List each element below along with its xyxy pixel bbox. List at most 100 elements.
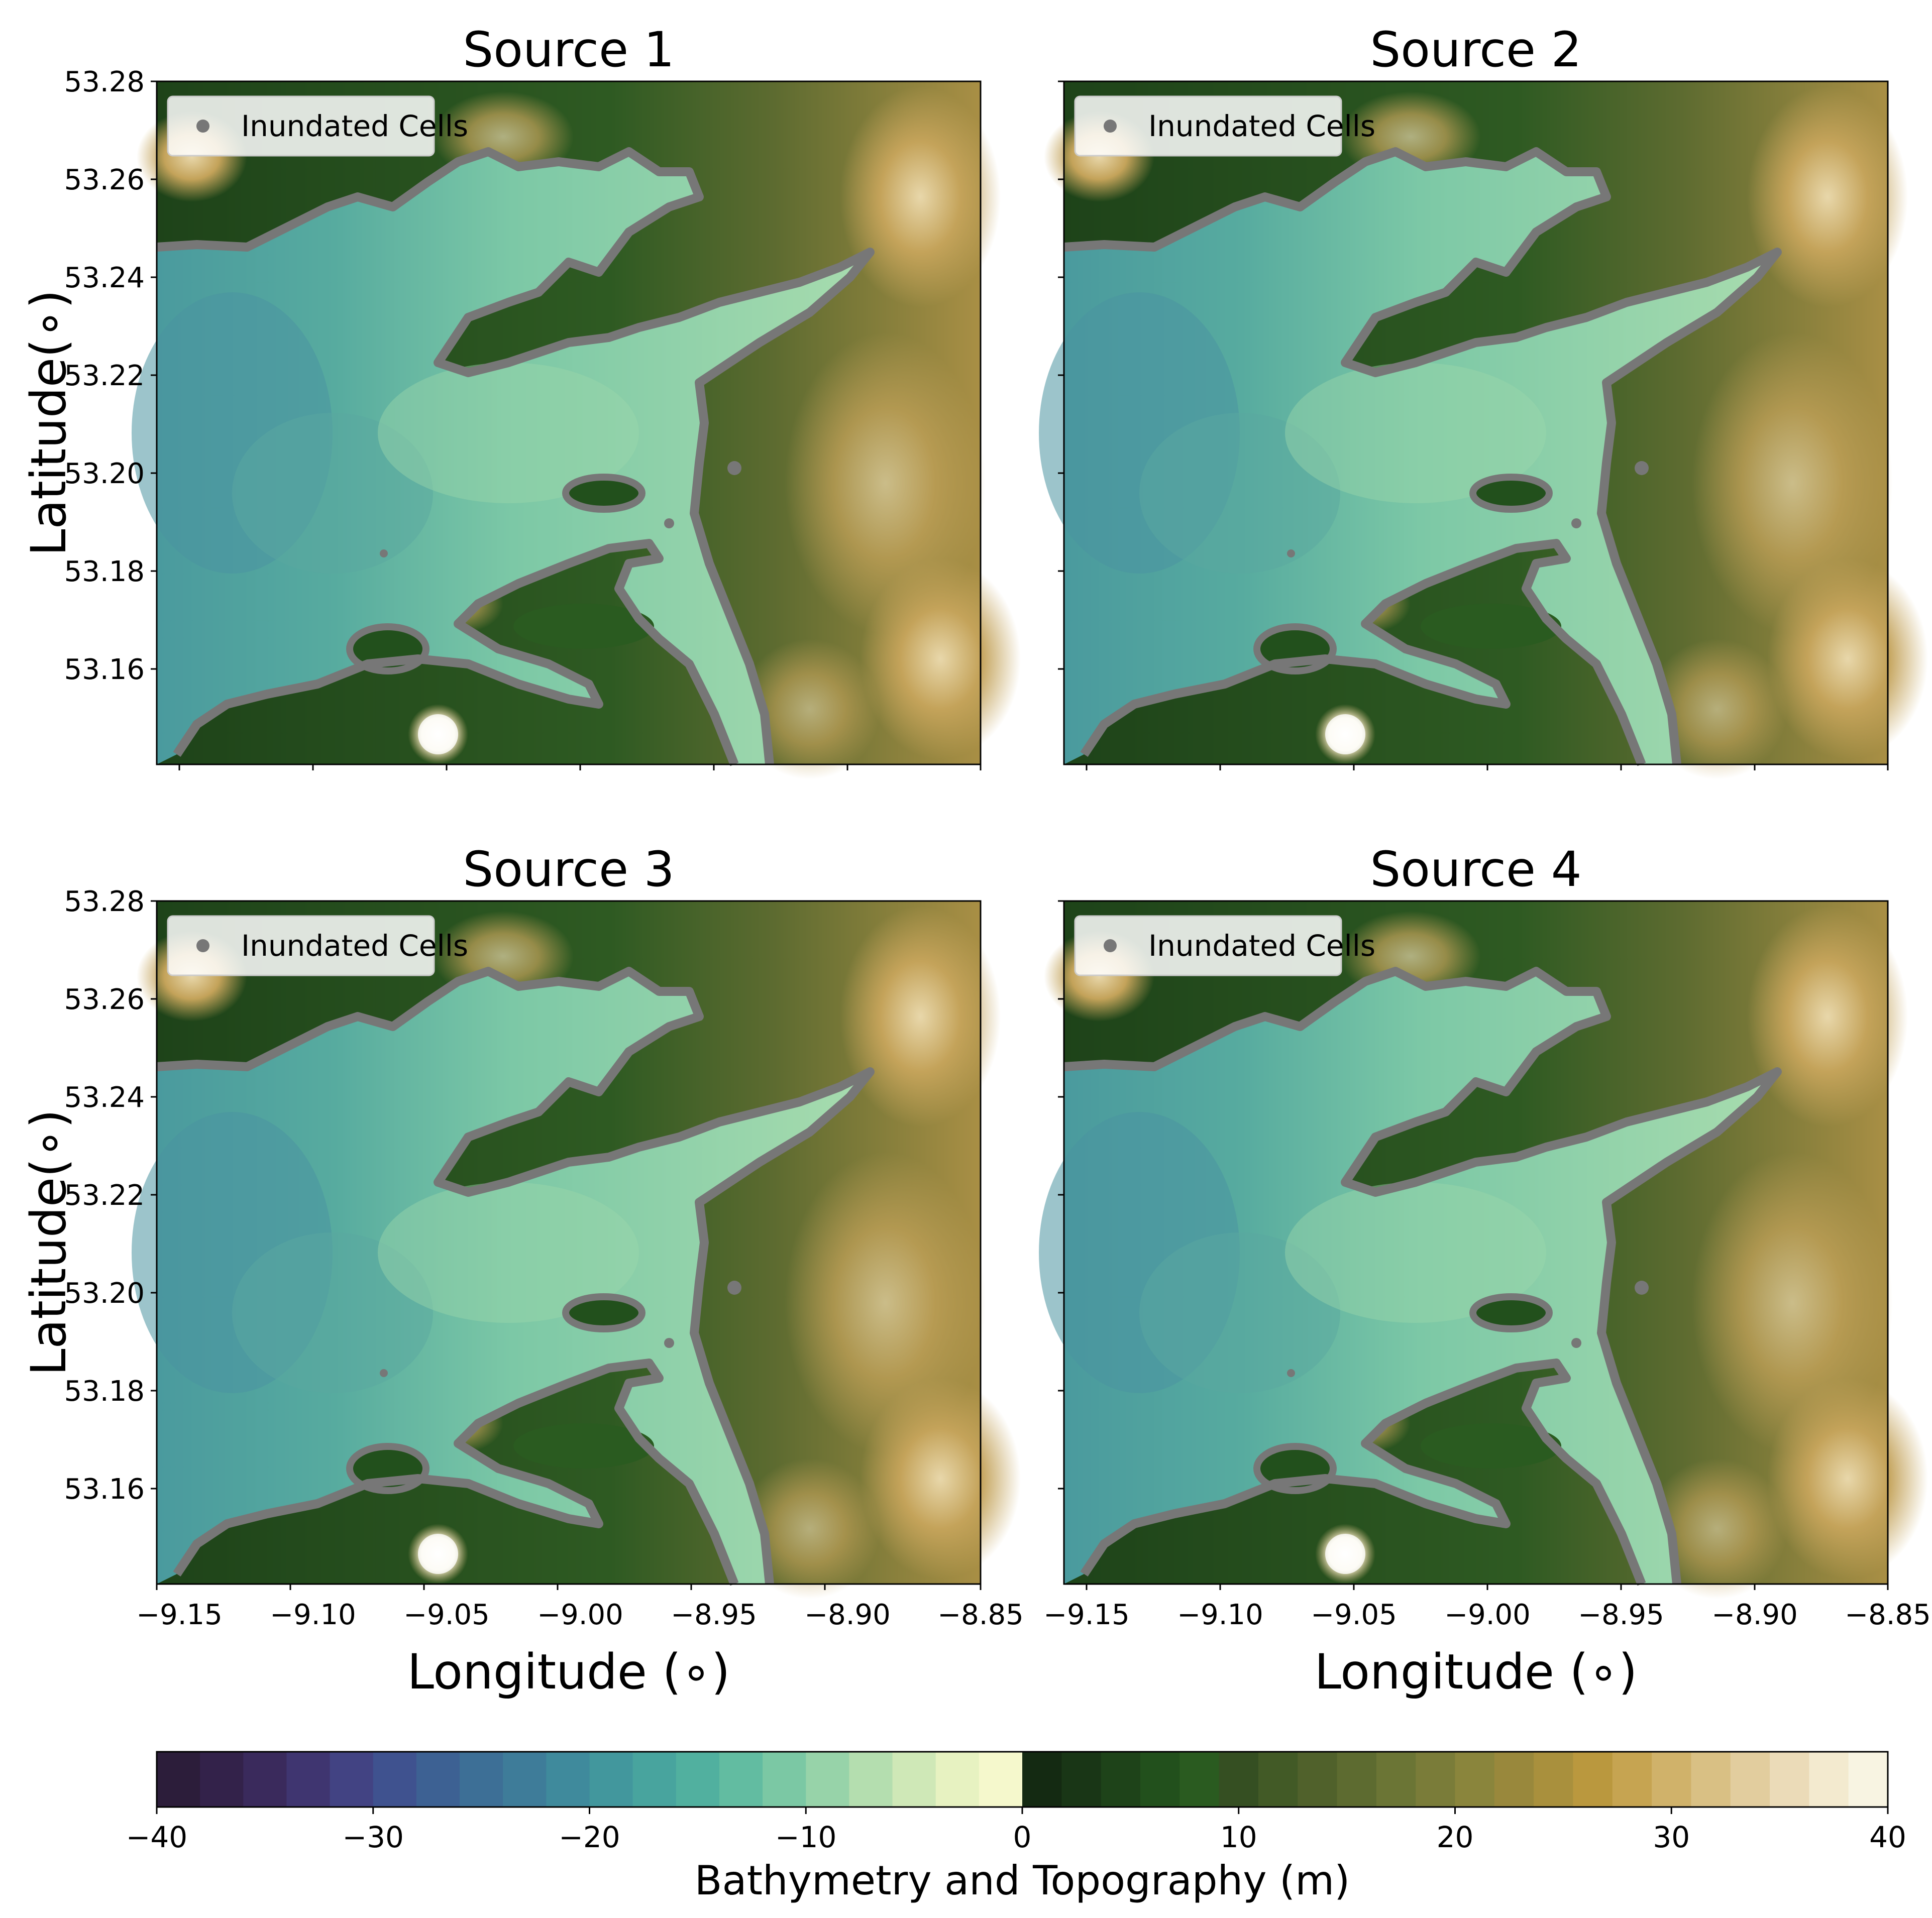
legend-marker-icon — [1104, 120, 1117, 133]
panel-2-title: Source 2 — [1370, 22, 1581, 78]
colorbar-cell — [1179, 1752, 1220, 1807]
x-tick-label: −8.95 — [1578, 1599, 1664, 1631]
colorbar-tick-label: 10 — [1220, 1820, 1257, 1854]
x-axis-label-left: Longitude (∘) — [407, 1644, 730, 1700]
x-tick-label: −8.90 — [1711, 1599, 1798, 1631]
colorbar-cell — [763, 1752, 807, 1807]
colorbar-cell — [157, 1752, 201, 1807]
colorbar-cell — [1416, 1752, 1456, 1807]
x-tick-label: −9.00 — [1444, 1599, 1531, 1631]
colorbar-tick-label: 0 — [1013, 1820, 1032, 1854]
panel-3-title: Source 3 — [463, 841, 674, 897]
legend-label: Inundated Cells — [1148, 109, 1375, 143]
y-tick-label: 53.22 — [64, 360, 145, 392]
x-tick-label: −9.15 — [136, 1599, 223, 1631]
y-tick-label: 53.24 — [64, 262, 145, 294]
legend-label: Inundated Cells — [1148, 929, 1375, 963]
x-tick-label: −9.05 — [1311, 1599, 1397, 1631]
colorbar-cell — [286, 1752, 331, 1807]
colorbar-cell — [200, 1752, 244, 1807]
colorbar-cell — [719, 1752, 764, 1807]
colorbar-tick-label: 40 — [1869, 1820, 1906, 1854]
legend-marker-icon — [1104, 939, 1117, 952]
legend: Inundated Cells — [167, 95, 468, 157]
colorbar-cell — [935, 1752, 980, 1807]
legend: Inundated Cells — [167, 915, 468, 976]
colorbar-cell — [1140, 1752, 1180, 1807]
colorbar-cell — [1455, 1752, 1495, 1807]
y-tick-label: 53.20 — [64, 458, 145, 490]
colorbar-cell — [589, 1752, 633, 1807]
colorbar-cell — [979, 1752, 1023, 1807]
y-tick-label: 53.16 — [64, 1473, 145, 1506]
colorbar-cell — [1809, 1752, 1849, 1807]
panel-4-title: Source 4 — [1370, 841, 1581, 897]
x-tick-label: −9.10 — [270, 1599, 356, 1631]
legend-label: Inundated Cells — [241, 929, 468, 963]
colorbar-cell — [1691, 1752, 1731, 1807]
y-tick-label: 53.18 — [64, 555, 145, 588]
colorbar-cell — [1219, 1752, 1259, 1807]
colorbar-tick-label: −40 — [126, 1820, 187, 1854]
x-tick-label: −9.10 — [1177, 1599, 1263, 1631]
y-axis-bottom-left: 53.28 53.26 53.24 53.22 53.20 53.18 53.1… — [64, 885, 157, 1506]
colorbar-cell — [330, 1752, 374, 1807]
colorbar-cell — [1652, 1752, 1692, 1807]
colorbar-cell — [460, 1752, 504, 1807]
y-tick-label: 53.28 — [64, 885, 145, 918]
x-axis-bottom-right: −9.15 −9.10 −9.05 −9.00 −8.95 −8.90 −8.8… — [1043, 1584, 1931, 1631]
colorbar-cell — [243, 1752, 287, 1807]
colorbar-cell — [1494, 1752, 1535, 1807]
colorbar-cell — [1061, 1752, 1102, 1807]
legend: Inundated Cells — [1074, 95, 1375, 157]
colorbar-cell — [546, 1752, 590, 1807]
legend-marker-icon — [196, 120, 209, 133]
legend: Inundated Cells — [1074, 915, 1375, 976]
colorbar-tick-label: −30 — [343, 1820, 404, 1854]
y-axis-label-top: Latitude(∘) — [21, 290, 77, 556]
colorbar-cell — [416, 1752, 461, 1807]
colorbar-cell — [1298, 1752, 1338, 1807]
y-tick-label: 53.28 — [64, 66, 145, 98]
colorbar-cell — [632, 1752, 677, 1807]
colorbar-cell — [1534, 1752, 1574, 1807]
y-axis-label-bottom: Latitude(∘) — [21, 1109, 77, 1376]
colorbar-label: Bathymetry and Topography (m) — [695, 1857, 1350, 1904]
colorbar-cell — [1101, 1752, 1141, 1807]
colorbar-tick-label: −20 — [559, 1820, 620, 1854]
colorbar-cell — [1258, 1752, 1299, 1807]
panel-3: Inundated Cells — [132, 901, 1021, 1599]
colorbar-cell — [1337, 1752, 1377, 1807]
colorbar-cells — [157, 1752, 1888, 1807]
colorbar-tick-label: 30 — [1653, 1820, 1690, 1854]
colorbar-cell — [1848, 1752, 1888, 1807]
colorbar-cell — [806, 1752, 850, 1807]
y-tick-label: 53.20 — [64, 1277, 145, 1310]
panel-4: Inundated Cells — [1039, 901, 1928, 1599]
y-tick-label: 53.18 — [64, 1375, 145, 1408]
colorbar-cell — [1612, 1752, 1653, 1807]
x-tick-label: −9.00 — [537, 1599, 623, 1631]
x-tick-label: −8.85 — [937, 1599, 1024, 1631]
x-axis-bottom-left: −9.15 −9.10 −9.05 −9.00 −8.95 −8.90 −8.8… — [136, 1584, 1024, 1631]
y-ticks-right-panels — [1058, 80, 1064, 1490]
colorbar-cell — [676, 1752, 720, 1807]
colorbar-cell — [1376, 1752, 1417, 1807]
x-tick-label: −8.90 — [804, 1599, 891, 1631]
legend-label: Inundated Cells — [241, 109, 468, 143]
y-tick-label: 53.22 — [64, 1179, 145, 1212]
colorbar-cell — [503, 1752, 547, 1807]
colorbar-cell — [849, 1752, 893, 1807]
colorbar-cell — [373, 1752, 417, 1807]
x-tick-label: −9.05 — [403, 1599, 490, 1631]
x-tick-label: −9.15 — [1043, 1599, 1130, 1631]
colorbar-tick-label: −10 — [775, 1820, 836, 1854]
x-ticks-top-row — [178, 764, 1889, 770]
x-axis-label-right: Longitude (∘) — [1315, 1644, 1638, 1700]
panel-2: Inundated Cells — [1039, 81, 1928, 779]
colorbar-tick-label: 20 — [1437, 1820, 1474, 1854]
colorbar-ticks: −40 −30 −20 −10 0 10 20 30 40 — [126, 1807, 1906, 1854]
colorbar-cell — [1730, 1752, 1771, 1807]
panel-1-title: Source 1 — [463, 22, 674, 78]
